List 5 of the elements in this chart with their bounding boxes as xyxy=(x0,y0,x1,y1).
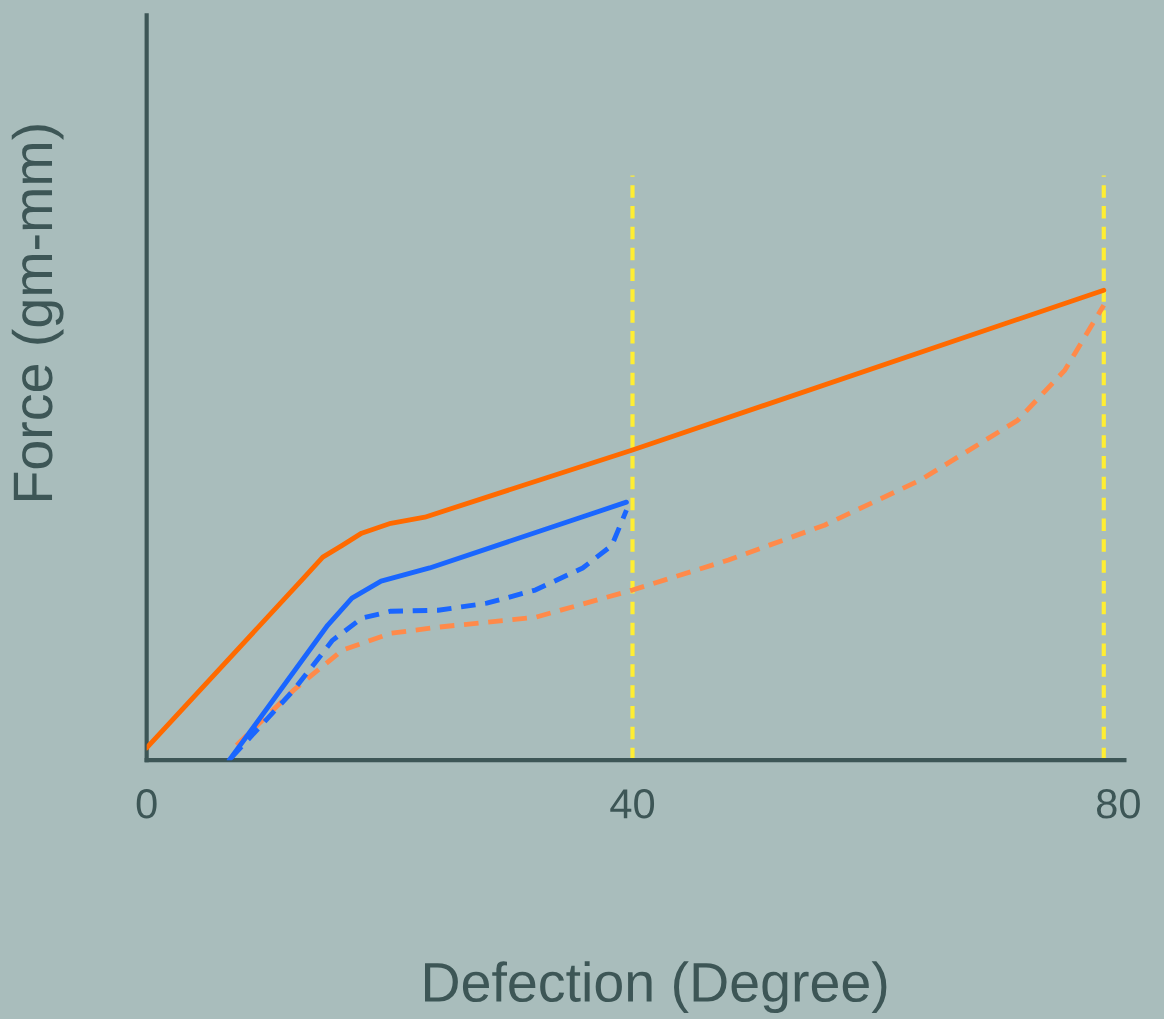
x-tick-label: 80 xyxy=(1096,789,1140,819)
x-axis-title: Defection (Degree) xyxy=(425,961,887,1014)
x-tick-label: 40 xyxy=(610,789,655,819)
y-axis-title: Force (gm-mm) xyxy=(11,125,64,501)
x-tick-label: 0 xyxy=(136,789,157,819)
